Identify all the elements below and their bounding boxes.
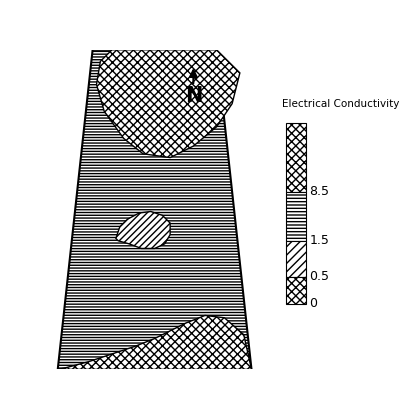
Polygon shape — [58, 50, 252, 369]
Bar — [286, 192, 306, 241]
Bar — [286, 123, 306, 192]
Polygon shape — [116, 212, 170, 249]
Text: N: N — [185, 86, 202, 106]
Bar — [286, 241, 306, 277]
Text: 0: 0 — [310, 298, 318, 310]
Bar — [286, 277, 306, 304]
Text: 0.5: 0.5 — [310, 270, 330, 283]
Text: 1.5: 1.5 — [310, 234, 330, 247]
Polygon shape — [96, 50, 240, 158]
Text: Electrical Conductivity (dS/m): Electrical Conductivity (dS/m) — [282, 99, 400, 109]
Polygon shape — [58, 315, 252, 369]
Text: 8.5: 8.5 — [310, 185, 330, 198]
